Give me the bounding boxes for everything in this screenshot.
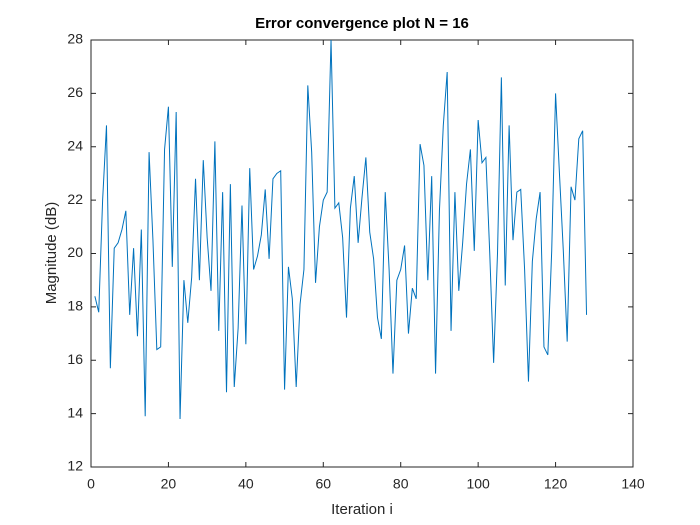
- y-tick-label: 12: [67, 458, 83, 474]
- x-axis-label: Iteration i: [331, 501, 393, 518]
- y-tick-label: 14: [67, 404, 83, 420]
- y-tick-label: 20: [67, 244, 83, 260]
- x-tick-label: 140: [621, 476, 645, 492]
- x-tick-label: 0: [87, 476, 95, 492]
- y-tick-label: 24: [67, 137, 83, 153]
- y-axis-label: Magnitude (dB): [43, 202, 60, 305]
- x-tick-label: 100: [466, 476, 490, 492]
- x-tick-label: 80: [393, 476, 409, 492]
- plot-area: [90, 39, 634, 468]
- y-tick-label: 22: [67, 191, 83, 207]
- y-tick-label: 16: [67, 351, 83, 367]
- y-tick-label: 28: [67, 31, 83, 47]
- x-tick-label: 40: [238, 476, 254, 492]
- x-tick-label: 60: [315, 476, 331, 492]
- x-tick-label: 120: [544, 476, 568, 492]
- data-line: [94, 39, 588, 419]
- x-tick-label: 20: [161, 476, 177, 492]
- y-tick-label: 18: [67, 298, 83, 314]
- chart-title: Error convergence plot N = 16: [255, 15, 469, 32]
- y-tick-label: 26: [67, 84, 83, 100]
